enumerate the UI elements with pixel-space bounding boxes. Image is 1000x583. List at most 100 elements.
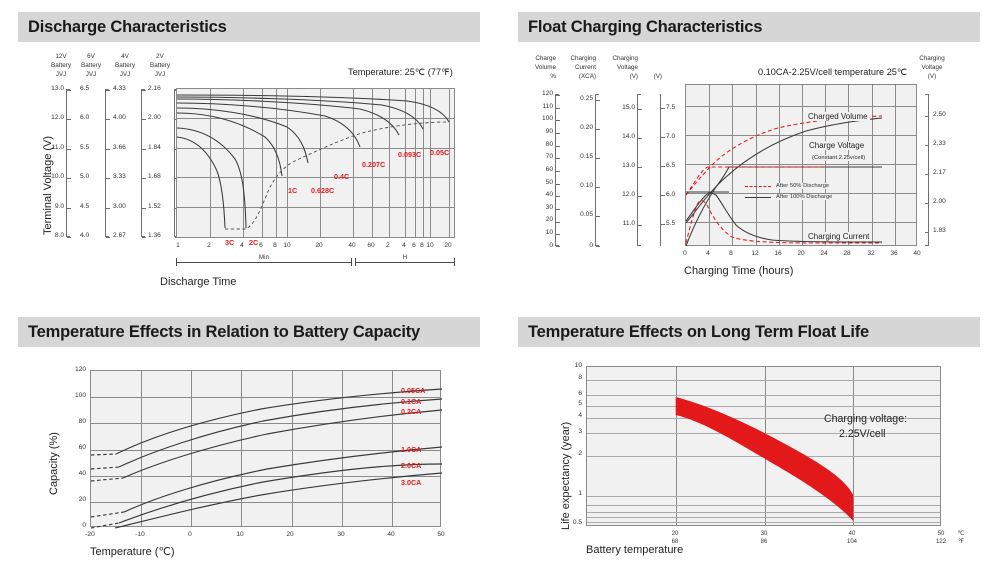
ytick-6v-5: 4.0 [80, 232, 90, 239]
xtick2-3: 12 [751, 250, 759, 257]
panel-header-bar: Float Charging Characteristics [518, 12, 980, 42]
ytick-4v-5: 2.67 [113, 232, 126, 239]
xtick3-4: 20 [286, 531, 294, 538]
ytick3-120: 120 [74, 366, 86, 373]
ytick4-05: 0.5 [572, 519, 582, 526]
curve-label-04c: 0.4C [334, 172, 350, 181]
ytick-cc-005: 0.05 [580, 211, 593, 218]
xtick-12: 8 [420, 242, 424, 249]
float-charging-plot-area [685, 84, 917, 247]
curve-label-0207c: 0.207C [362, 160, 386, 169]
ytick-2v-0: 2.16 [148, 85, 161, 92]
curve-label-charge-voltage: Charge Voltage [807, 141, 867, 150]
charging-voltage-annotation-line1: Charging voltage: [824, 413, 908, 425]
ytick-12v-5: 8.0 [54, 232, 64, 239]
xaxis-units: ℃ ℉ [957, 531, 965, 545]
panel-header-bar: Discharge Characteristics [18, 12, 480, 42]
xtick-9: 2 [386, 242, 390, 249]
charging-condition-annotation: 0.10CA-2.25V/cell temperature 25℃ [758, 67, 908, 77]
ytick-12v-2: 11.0 [51, 144, 64, 151]
curve-label-1c: 1C [288, 186, 298, 195]
page-title: Discharge Characteristics [28, 17, 227, 36]
xtick2-8: 32 [867, 250, 875, 257]
ytick-cv-90: 90 [545, 128, 553, 135]
ytick4-4: 4 [578, 412, 582, 419]
ytick-right-183: 1.83 [933, 227, 946, 234]
x-axis-label: Charging Time (hours) [684, 265, 794, 277]
axis-head-cell-voltage: (V) [653, 73, 662, 80]
axis-line-4v [141, 89, 146, 238]
float-life-plot-area [586, 366, 941, 526]
temperature-annotation: Temperature: 25℃ (77℉) [348, 67, 453, 77]
xtick-2: 4 [240, 242, 244, 249]
curve-label-20ca: 2.0CA [401, 461, 422, 470]
axis-head-4v: 4V Battery JVJ [115, 53, 135, 79]
ytick-cell-55: 5.5 [666, 220, 676, 227]
ytick-cell-60: 6.0 [666, 191, 676, 198]
xtick2-2: 8 [729, 250, 733, 257]
x-axis-label: Battery temperature [586, 544, 684, 556]
legend-item-after-100: After 100% Discharge [745, 194, 834, 200]
xtick-10: 4 [402, 242, 406, 249]
axis-line-12v [66, 89, 71, 238]
discharge-plot-area [176, 88, 455, 238]
ytick-cv-110: 110 [542, 103, 553, 110]
panel-float-life: Temperature Effects on Long Term Float L… [500, 305, 1000, 583]
ytick-right-200: 2.00 [933, 198, 946, 205]
panel-header-bar: Temperature Effects in Relation to Batte… [18, 317, 480, 347]
ytick-chv-110: 11.0 [622, 220, 635, 227]
axis-head-2v: 2V Battery JVJ [150, 53, 170, 79]
curve-label-3c: 3C [225, 238, 235, 247]
page-title: Temperature Effects in Relation to Batte… [28, 322, 421, 341]
panel-discharge-characteristics: Discharge Characteristics Temperature: 2… [0, 0, 500, 305]
charge-voltage-sublabel: (Constant 2.25v/cell) [810, 155, 868, 161]
xtick-11: 6 [412, 242, 416, 249]
ytick-2v-2: 1.84 [148, 144, 161, 151]
range-label-hour: H [399, 254, 411, 261]
ytick3-100: 100 [74, 392, 86, 399]
ytick4-2: 2 [578, 450, 582, 457]
panel-temperature-capacity: Temperature Effects in Relation to Batte… [0, 305, 500, 583]
ytick-2v-3: 1.68 [148, 173, 161, 180]
ytick3-40: 40 [78, 470, 86, 477]
xtick4-2: 40 104 [846, 531, 858, 545]
axis-line-charging-voltage [637, 94, 642, 246]
discharge-curves [176, 94, 450, 230]
axis-head-charge-volume: Charge Volume % [534, 55, 556, 81]
curve-label-005c: 0.05C [430, 148, 450, 157]
xtick-0: 1 [176, 242, 180, 249]
xtick-1: 2 [207, 242, 211, 249]
xtick-4: 8 [273, 242, 277, 249]
curve-label-10ca: 1.0CA [401, 445, 422, 454]
charging-voltage-annotation-line2: 2.25V/cell [839, 428, 886, 440]
ytick-chv-140: 14.0 [622, 133, 635, 140]
xtick2-10: 40 [913, 250, 921, 257]
ytick-right-250: 2.50 [933, 111, 946, 118]
ytick-cc-0: 0 [589, 242, 593, 249]
ytick-cv-30: 30 [545, 204, 553, 211]
axis-line-charge-volume [555, 94, 560, 247]
xtick2-6: 24 [820, 250, 828, 257]
axis-line-right-charging-voltage [925, 94, 929, 246]
ytick-cell-75: 7.5 [666, 104, 676, 111]
ytick4-6: 6 [578, 390, 582, 397]
ytick4-5: 5 [578, 400, 582, 407]
ytick-cv-60: 60 [545, 166, 553, 173]
ytick-2v-1: 2.00 [148, 114, 161, 121]
xtick3-1: -10 [135, 531, 145, 538]
axis-head-right-charging-voltage: Charging Voltage (V) [919, 55, 945, 81]
ytick-chv-120: 12.0 [622, 191, 635, 198]
range-bar-hour: H [355, 254, 455, 266]
curve-label-0093c: 0.093C [398, 150, 422, 159]
xtick-6: 20 [315, 242, 323, 249]
axis-head-charging-current: Charging Current (XCA) [570, 55, 596, 81]
ytick-cv-40: 40 [545, 191, 553, 198]
legend-key-solid-icon [745, 196, 771, 198]
ytick-cv-50: 50 [545, 179, 553, 186]
ytick-4v-4: 3.00 [113, 203, 126, 210]
ytick-cv-70: 70 [545, 153, 553, 160]
x-axis-label: Discharge Time [160, 276, 237, 288]
panel-float-charging-characteristics: Float Charging Characteristics 0.10CA-2.… [500, 0, 1000, 305]
float-life-band [675, 397, 854, 521]
ytick-cell-70: 7.0 [666, 133, 676, 140]
